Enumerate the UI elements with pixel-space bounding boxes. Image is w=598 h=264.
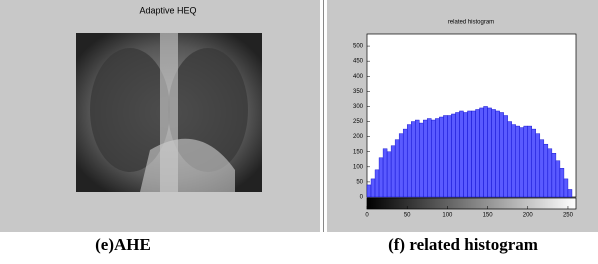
y-tick-label: 450 [353,59,364,65]
bar [427,119,431,197]
x-tick-label: 100 [442,213,453,219]
y-tick-label: 150 [353,149,364,155]
bar [415,120,419,197]
bar [395,140,399,197]
bar [391,146,395,197]
bar [540,140,544,197]
bar [552,153,556,197]
bar [459,111,463,197]
bar [403,129,407,197]
bar [411,122,415,197]
bar [524,126,528,197]
y-tick-label: 250 [353,119,364,125]
bar [387,152,391,197]
bar [407,125,411,197]
bar [544,144,548,197]
bar [512,125,516,197]
bar [492,109,496,197]
bar [560,168,564,197]
caption: (e)AHE [95,235,151,254]
bar [447,116,451,198]
bar [383,149,387,197]
bar [500,112,504,197]
x-tick-label: 250 [563,213,574,219]
bar [496,111,500,197]
bar [484,106,488,197]
bar [419,123,423,197]
image-title: Adaptive HEQ [139,5,196,15]
x-tick-label: 200 [523,213,534,219]
bar [532,129,536,197]
bar [435,119,439,197]
bar [423,120,427,197]
xray-image [76,33,262,192]
x-tick-label: 150 [483,213,494,219]
y-tick-label: 200 [353,134,364,140]
bar [516,126,520,197]
bar [520,128,524,197]
bar [399,134,403,197]
bar [463,112,467,197]
bar [488,108,492,197]
bar [371,179,375,197]
bar [375,170,379,197]
bar [379,158,383,197]
bar [508,122,512,197]
y-tick-label: 100 [353,164,364,170]
bar [431,120,435,197]
bar [367,185,371,197]
bar [480,108,484,197]
y-tick-label: 500 [353,44,364,50]
bar [548,149,552,197]
bar [467,111,471,197]
bar [536,134,540,197]
y-tick-label: 50 [356,179,363,185]
colorbar [367,198,576,209]
chart-title: related histogram [448,20,494,26]
y-tick-label: 350 [353,89,364,95]
bar [504,116,508,198]
bar [568,189,572,197]
bar [451,114,455,197]
bar [564,179,568,197]
bar [439,117,443,197]
figure: Adaptive HEQ (e)AHE (f) related histogra… [0,0,598,259]
y-tick-label: 400 [353,74,364,80]
y-tick-label: 300 [353,104,364,110]
bar [443,116,447,198]
bar [556,161,560,197]
caption: (f) related histogram [388,235,538,254]
bar [528,126,532,197]
bar [476,109,480,197]
bar [455,112,459,197]
bar [472,111,476,197]
x-tick-label: 50 [404,213,411,219]
